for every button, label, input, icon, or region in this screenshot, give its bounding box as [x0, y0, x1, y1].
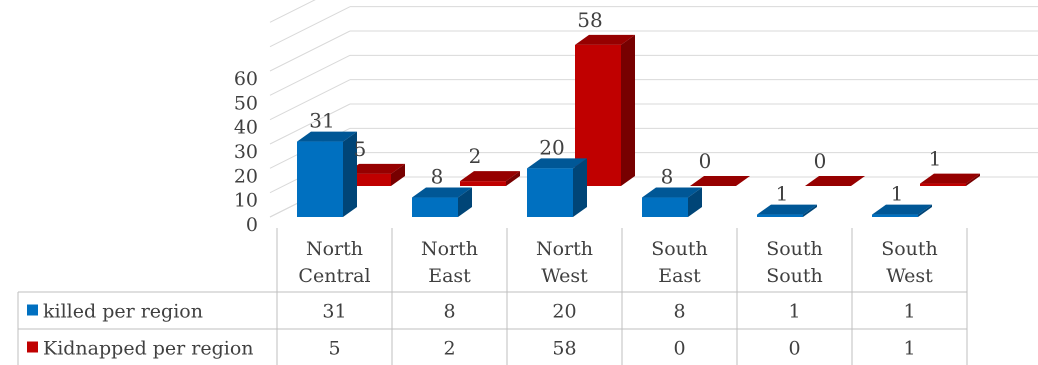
data-label: 0 — [814, 149, 827, 173]
bar-top — [460, 171, 520, 182]
category-label: Central — [298, 265, 370, 287]
table-cell: 0 — [788, 338, 800, 360]
bar — [297, 131, 357, 217]
y-tick-label: 60 — [234, 68, 258, 90]
category-label: West — [541, 265, 588, 287]
table-cell: 0 — [673, 338, 685, 360]
legend-swatch — [27, 304, 38, 316]
table-cell: 2 — [443, 338, 455, 360]
table-cell: 8 — [443, 301, 455, 323]
bar-front — [460, 181, 506, 186]
y-tick-label: 30 — [234, 141, 258, 163]
bar-side — [803, 204, 817, 217]
data-label: 58 — [577, 8, 602, 32]
series-name: killed per region — [43, 301, 203, 323]
bar-side — [688, 187, 702, 217]
bar-front — [642, 197, 688, 217]
bar-top — [805, 176, 865, 186]
bar — [527, 158, 587, 217]
bar — [460, 171, 520, 186]
bar-top — [345, 163, 405, 174]
bar-top — [412, 187, 472, 198]
bar-top — [690, 176, 750, 186]
data-label: 8 — [431, 165, 444, 189]
bar-top — [920, 173, 980, 184]
bar-front — [527, 168, 573, 217]
bars — [297, 34, 980, 217]
category-label: South — [766, 265, 823, 287]
data-label: 1 — [776, 182, 789, 206]
table-cell: 5 — [328, 338, 340, 360]
series-name: Kidnapped per region — [43, 338, 254, 360]
bar — [805, 176, 865, 186]
bar-top — [527, 158, 587, 169]
category-label: North — [421, 238, 478, 260]
gridline-side — [269, 103, 351, 145]
y-tick-label: 0 — [246, 214, 258, 236]
table-cell: 1 — [903, 338, 915, 360]
gridline-side — [269, 0, 316, 23]
data-label: 8 — [661, 165, 674, 189]
gridline-side — [269, 30, 351, 72]
table-cell: 1 — [788, 301, 800, 323]
y-tick-label: 50 — [234, 92, 258, 114]
category-label: South — [766, 238, 823, 260]
bar-front — [412, 197, 458, 217]
data-labels: 5 2 58 0 0 1 31 8 20 8 1 1 — [309, 8, 941, 206]
bar-top — [642, 187, 702, 198]
bar-top — [872, 204, 932, 215]
category-label: East — [428, 265, 471, 287]
bar-top — [297, 131, 357, 142]
category-label: West — [886, 265, 933, 287]
bar-front — [872, 214, 918, 217]
data-table: North Central North East North West South East S… — [17, 228, 968, 365]
bar-side — [343, 131, 357, 217]
y-tick-label: 10 — [234, 190, 258, 212]
bar-front — [920, 183, 966, 186]
bar-side — [391, 163, 405, 186]
bar-side — [458, 187, 472, 217]
bar — [690, 176, 750, 186]
category-label: South — [651, 238, 708, 260]
bar — [920, 173, 980, 186]
gridline-side — [269, 79, 351, 121]
category-label: South — [881, 238, 938, 260]
bar-side — [506, 171, 520, 186]
bar — [642, 187, 702, 217]
table-cell: 20 — [552, 301, 576, 323]
data-label: 1 — [891, 182, 904, 206]
category-label: North — [536, 238, 593, 260]
table-cell: 58 — [552, 338, 576, 360]
bar-side — [918, 204, 932, 217]
bar-top — [575, 34, 635, 45]
bar — [412, 187, 472, 217]
table-cell: 1 — [903, 301, 915, 323]
table-cell: 31 — [322, 301, 346, 323]
data-label: 0 — [699, 149, 712, 173]
bar-side — [966, 173, 980, 186]
data-label: 20 — [539, 135, 564, 159]
data-label: 31 — [309, 109, 334, 133]
bar — [757, 204, 817, 217]
bar-side — [573, 158, 587, 217]
gridline-side — [269, 54, 351, 96]
table-cell: 8 — [673, 301, 685, 323]
y-tick-label: 40 — [234, 117, 258, 139]
bar-front — [757, 214, 803, 217]
bar — [872, 204, 932, 217]
bar-front — [297, 141, 343, 217]
y-tick-label: 20 — [234, 165, 258, 187]
data-label: 1 — [929, 147, 942, 171]
data-label: 5 — [354, 137, 367, 161]
bar-side — [621, 34, 635, 186]
gridline-side — [269, 6, 351, 48]
category-label: East — [658, 265, 701, 287]
bar-top — [757, 204, 817, 215]
data-label: 2 — [469, 144, 482, 168]
legend-swatch — [27, 341, 38, 353]
category-label: North — [306, 238, 363, 260]
